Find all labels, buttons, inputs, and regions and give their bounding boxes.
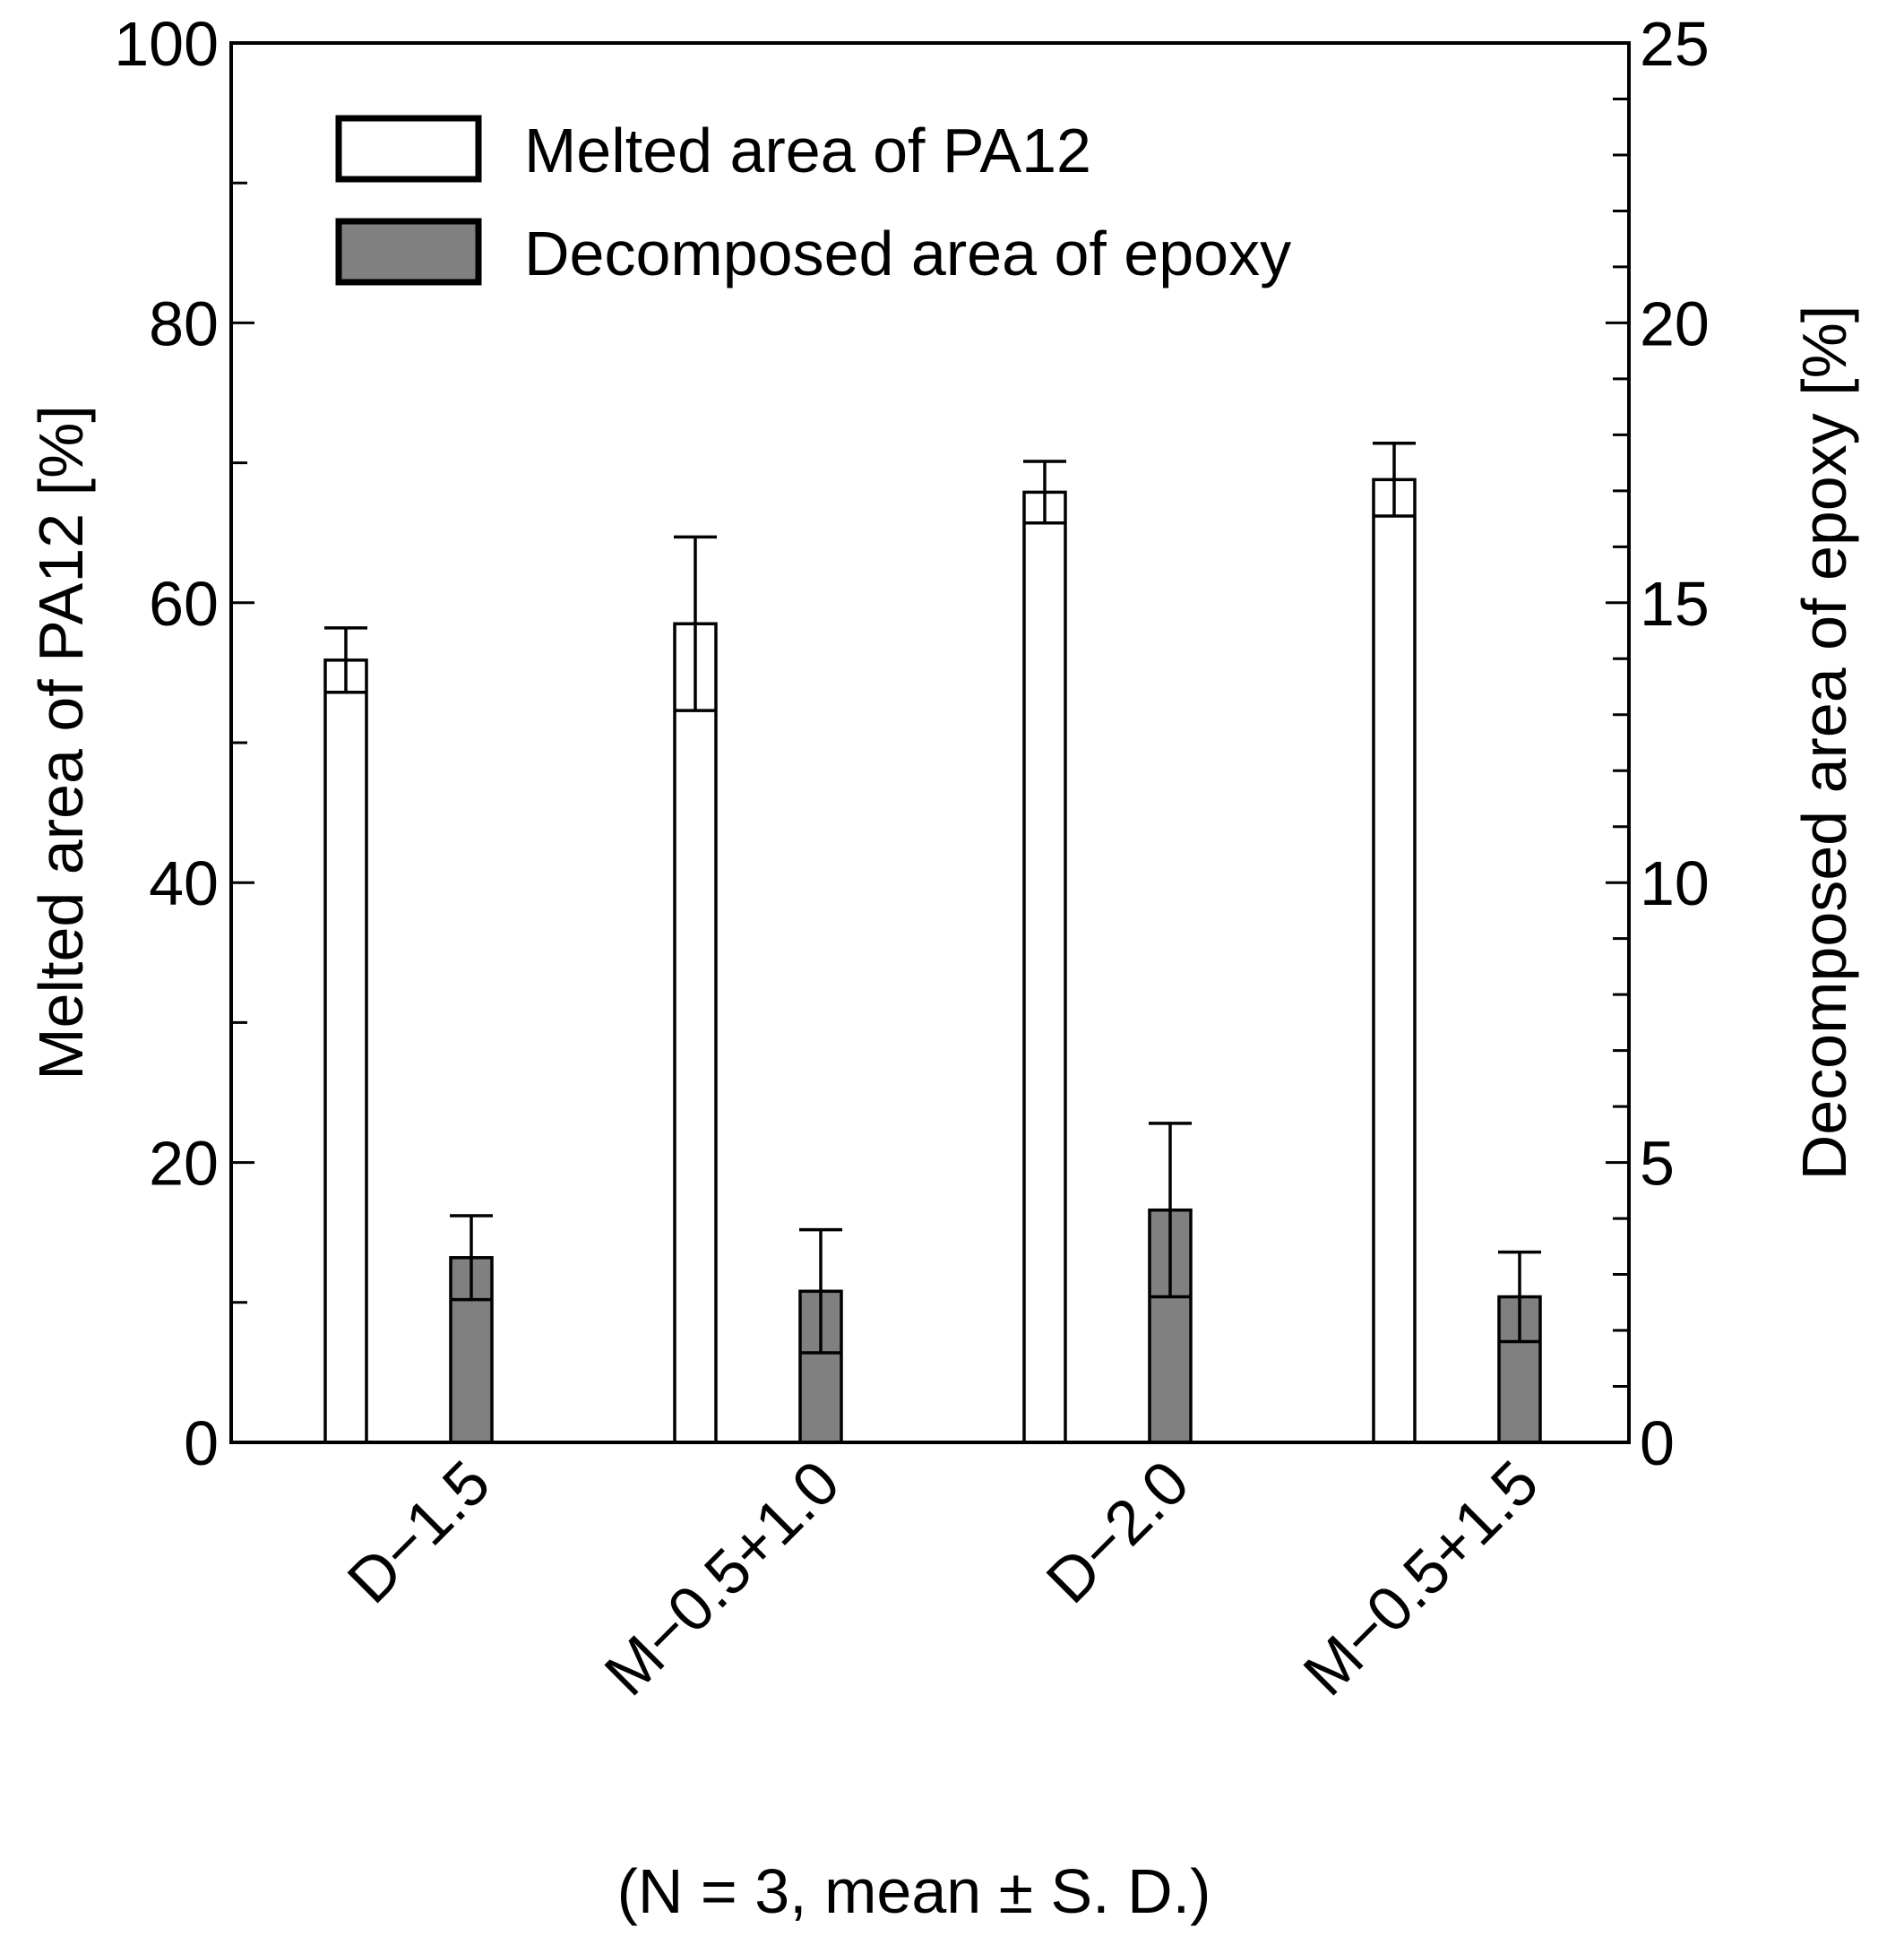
legend-label-melted: Melted area of PA12 (524, 116, 1091, 185)
category-label: D−2.0 (1033, 1447, 1202, 1616)
right-tick-label: 10 (1640, 848, 1710, 918)
right-tick-label: 20 (1640, 288, 1710, 358)
left-tick-label: 20 (149, 1129, 219, 1199)
legend-label-decomposed: Decomposed area of epoxy (524, 219, 1291, 288)
legend-swatch-decomposed (335, 218, 482, 286)
right-tick-label: 15 (1640, 569, 1710, 639)
bar-melted-pa12 (1372, 478, 1417, 1444)
legend-swatch-melted (335, 115, 482, 183)
left-tick-label: 40 (149, 848, 219, 918)
legend: Melted area of PA12 Decomposed area of e… (335, 115, 1291, 288)
left-tick-label: 60 (149, 569, 219, 639)
left-tick-label: 0 (184, 1408, 219, 1478)
category-label: M−0.5+1.0 (591, 1447, 853, 1708)
category-label: M−0.5+1.5 (1290, 1447, 1552, 1708)
bar-melted-pa12 (323, 658, 368, 1444)
right-tick-label: 0 (1640, 1408, 1675, 1478)
bar-melted-pa12 (1022, 490, 1067, 1444)
plot-frame (229, 41, 1631, 1444)
right-axis-title: Decomposed area of epoxy [%] (1789, 305, 1859, 1181)
left-tick-label: 100 (114, 9, 219, 79)
right-tick-label: 25 (1640, 9, 1710, 79)
left-axis-title: Melted area of PA12 [%] (26, 405, 96, 1080)
bar-melted-pa12 (673, 622, 718, 1444)
category-label: D−1.5 (334, 1447, 504, 1616)
footnote: (N = 3, mean ± S. D.) (617, 1856, 1211, 1926)
left-tick-label: 80 (149, 288, 219, 358)
right-tick-label: 5 (1640, 1129, 1675, 1199)
